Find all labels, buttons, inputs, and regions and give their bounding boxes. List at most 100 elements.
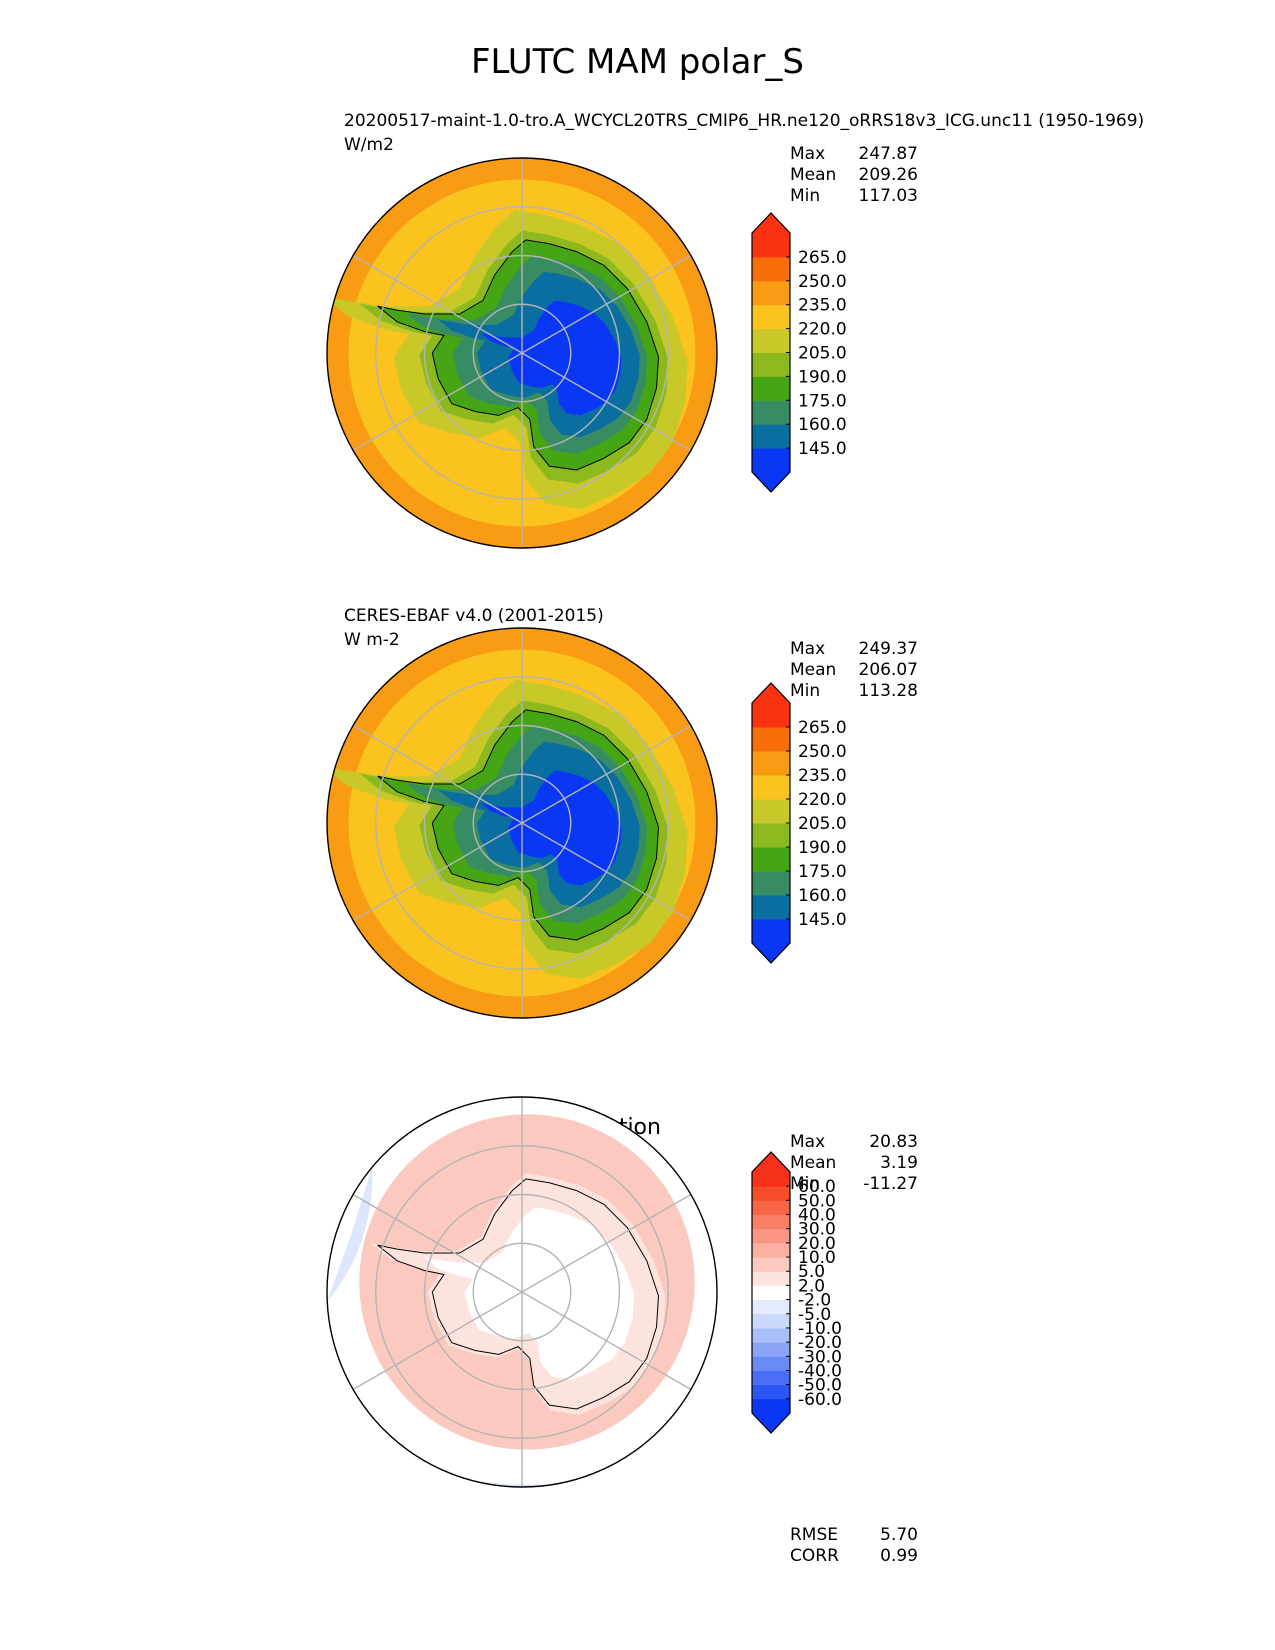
stat-label: Mean (790, 165, 837, 185)
colorbar-tick-label: 5.0 (798, 1262, 825, 1282)
coastline (377, 239, 660, 471)
colorbar-segment (752, 304, 790, 330)
colorbar-tick-label: 250.0 (798, 742, 847, 762)
figure-title: FLUTC MAM polar_S (471, 42, 804, 82)
zone-ice-slope (405, 725, 648, 924)
stat-label: Max (790, 144, 826, 164)
colorbar-1: 145.0 160.0 175.0 190.0 205.0 220.0 235.0 250.0… (751, 212, 847, 493)
colorbar-tick-label: 40.0 (798, 1206, 836, 1226)
latitude-gridline (472, 773, 572, 873)
stat-label: Max (790, 1132, 826, 1152)
zone-mid-ocean (348, 649, 696, 997)
latitude-gridline (423, 254, 621, 452)
negative-patch (412, 1442, 672, 1487)
colorbar-tick-label: 250.0 (798, 272, 847, 292)
colorbar-under-extension (752, 1413, 790, 1433)
latitude-gridline (423, 724, 621, 922)
meridian-gridline (352, 254, 692, 452)
zone-outer-ocean (327, 628, 717, 1018)
map-boundary (326, 1096, 718, 1488)
colorbar-segment (752, 1271, 790, 1286)
zone-ice-slope (405, 255, 648, 454)
stat-mean: 206.07 (858, 660, 918, 680)
zone-coast (359, 700, 669, 954)
panel-2-stats: Max 249.37 Mean 206.07 Min 113.28 (790, 639, 918, 702)
latitude-gridline (375, 1145, 669, 1439)
map-field (327, 1097, 717, 1487)
stat-mean: 209.26 (858, 165, 918, 185)
colorbar-tick-label: 190.0 (798, 367, 847, 387)
colorbar-over-extension (752, 1152, 790, 1172)
colorbar-tick-label: 235.0 (798, 766, 847, 786)
colorbar-segment (752, 280, 790, 306)
colorbar-segment (752, 1214, 790, 1230)
panel-1-title: 20200517-maint-1.0-tro.A_WCYCL20TRS_CMIP… (344, 111, 1145, 131)
map-field (327, 628, 717, 1018)
stat-min: 113.28 (858, 681, 918, 701)
colorbar-tick-label: -20.0 (798, 1333, 842, 1353)
panel-3-stats: Max 20.83 Mean 3.19 Min -11.27 (790, 1132, 918, 1195)
stat-label: RMSE (790, 1525, 839, 1545)
zone-outer-ocean (327, 158, 717, 548)
meridian-gridline (352, 1193, 692, 1391)
colorbar-tick-label: 265.0 (798, 718, 847, 738)
stat-label: Min (790, 1174, 821, 1194)
stat-label: Min (790, 681, 821, 701)
stat-label: Min (790, 186, 821, 206)
colorbar-tick-label: 20.0 (798, 1234, 836, 1254)
colorbar-segment (752, 799, 790, 824)
colorbar-segment (752, 448, 790, 473)
stat-label: Mean (790, 1153, 837, 1173)
colorbar-tick-label: 10.0 (798, 1248, 836, 1268)
colorbar-segment (752, 823, 790, 848)
colorbar-over-extension (752, 213, 790, 233)
colorbar-segment (752, 328, 790, 353)
zone-interior (481, 770, 622, 886)
colorbar-outline (751, 212, 791, 493)
zone-plateau (437, 741, 640, 908)
zone-coastal-ice (377, 239, 659, 470)
stat-max: 247.87 (858, 144, 918, 164)
colorbar-tick-label: 145.0 (798, 439, 847, 459)
colorbar-tick-label: -50.0 (798, 1376, 842, 1396)
colorbar-segment (752, 233, 790, 258)
colorbar-outline (751, 682, 791, 964)
zone-coast (370, 1173, 666, 1415)
colorbar-segment (752, 871, 790, 896)
colorbar-tick-label: 220.0 (798, 320, 847, 340)
stat-max: 20.83 (869, 1132, 918, 1152)
colorbar-tick-label: 220.0 (798, 790, 847, 810)
stat-label: Max (790, 639, 826, 659)
colorbar-segment (752, 400, 790, 425)
colorbar-segment (752, 256, 790, 282)
meridian-gridline (352, 724, 692, 922)
zone-mid-ocean (348, 179, 696, 527)
polar-map-3 (326, 1096, 718, 1488)
latitude-gridline (423, 1193, 621, 1391)
colorbar-over-extension (752, 683, 790, 703)
latitude-gridline (375, 676, 669, 970)
colorbar-segment (752, 751, 790, 776)
stat-max: 249.37 (858, 639, 918, 659)
meridian-gridline (352, 1193, 692, 1391)
colorbar-segment (752, 1342, 790, 1357)
colorbar-segment (752, 1228, 790, 1244)
colorbar-segment (752, 1200, 790, 1216)
zone-interior (423, 1207, 635, 1380)
zone-outer-ocean (327, 1097, 717, 1487)
colorbar-segment (752, 1356, 790, 1371)
colorbar-segment (752, 1186, 790, 1201)
zone-southern-ocean-ring (359, 1114, 695, 1450)
colorbar-tick-label: -2.0 (798, 1291, 831, 1311)
colorbar-segment (752, 1313, 790, 1329)
colorbar-tick-label: 160.0 (798, 415, 847, 435)
meridian-gridline (352, 724, 692, 922)
panel-1-units: W/m2 (344, 135, 394, 155)
colorbar-segment (752, 895, 790, 920)
colorbar-tick-label: -30.0 (798, 1347, 842, 1367)
panel-1-stats: Max 247.87 Mean 209.26 Min 117.03 (790, 144, 918, 207)
colorbar-segment (752, 703, 790, 728)
colorbar-segment (752, 1370, 790, 1386)
latitude-gridline (472, 1242, 572, 1342)
